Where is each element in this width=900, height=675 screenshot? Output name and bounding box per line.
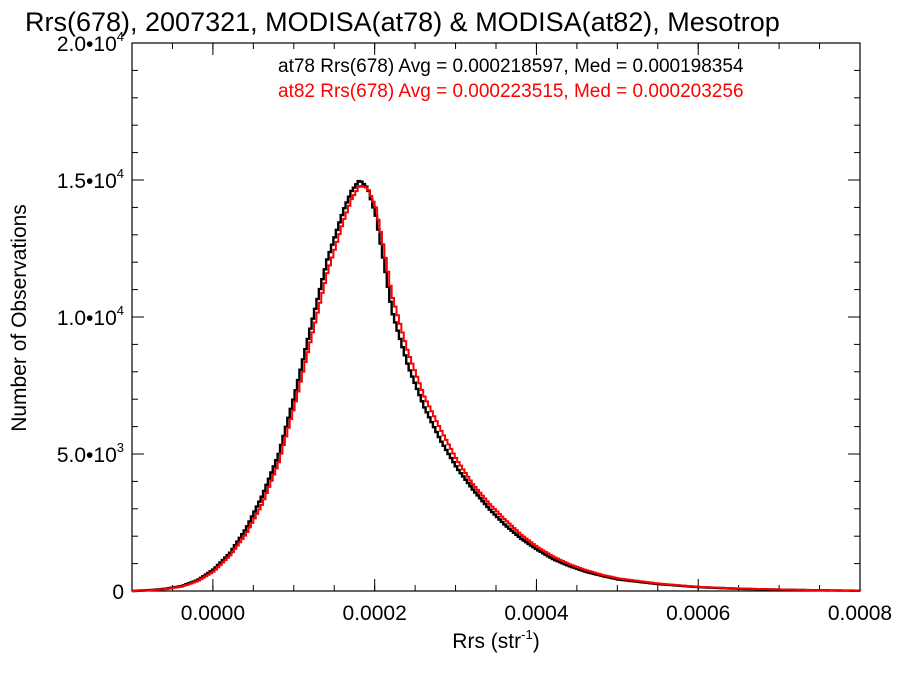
- y-tick-label: 1.5•104: [57, 166, 124, 193]
- x-tick-label: 0.0000: [181, 602, 245, 625]
- x-tick-labels: 0.0000 0.0002 0.0004 0.0006 0.0008: [181, 602, 892, 625]
- x-tick-label: 0.0008: [828, 602, 892, 625]
- y-tick-labels: 0 5.0•103 1.0•104 1.5•104 2.0•104: [57, 29, 124, 604]
- x-tick-label: 0.0002: [343, 602, 407, 625]
- series-at78-line: [132, 179, 862, 593]
- y-tick-label: 1.0•104: [57, 303, 124, 330]
- y-tick-label: 5.0•103: [57, 440, 124, 467]
- chart-title: Rrs(678), 2007321, MODISA(at78) & MODISA…: [25, 7, 780, 37]
- x-axis-label: Rrs (str-1): [452, 627, 539, 653]
- y-tick-label: 0: [112, 581, 124, 604]
- series-layer: [132, 179, 862, 593]
- y-axis-label: Number of Observations: [8, 204, 31, 432]
- legend-entry-at78: at78 Rrs(678) Avg = 0.000218597, Med = 0…: [278, 56, 744, 77]
- x-axis-label-text: Rrs (str: [452, 630, 521, 653]
- legend-entry-at82: at82 Rrs(678) Avg = 0.000223515, Med = 0…: [278, 81, 744, 102]
- x-tick-label: 0.0004: [504, 602, 569, 625]
- series-at82-line: [132, 185, 861, 592]
- x-axis-label-sup: -1: [521, 627, 533, 642]
- x-axis-label-close: ): [533, 630, 540, 653]
- x-tick-label: 0.0006: [666, 602, 730, 625]
- y-tick-label: 2.0•104: [57, 29, 124, 56]
